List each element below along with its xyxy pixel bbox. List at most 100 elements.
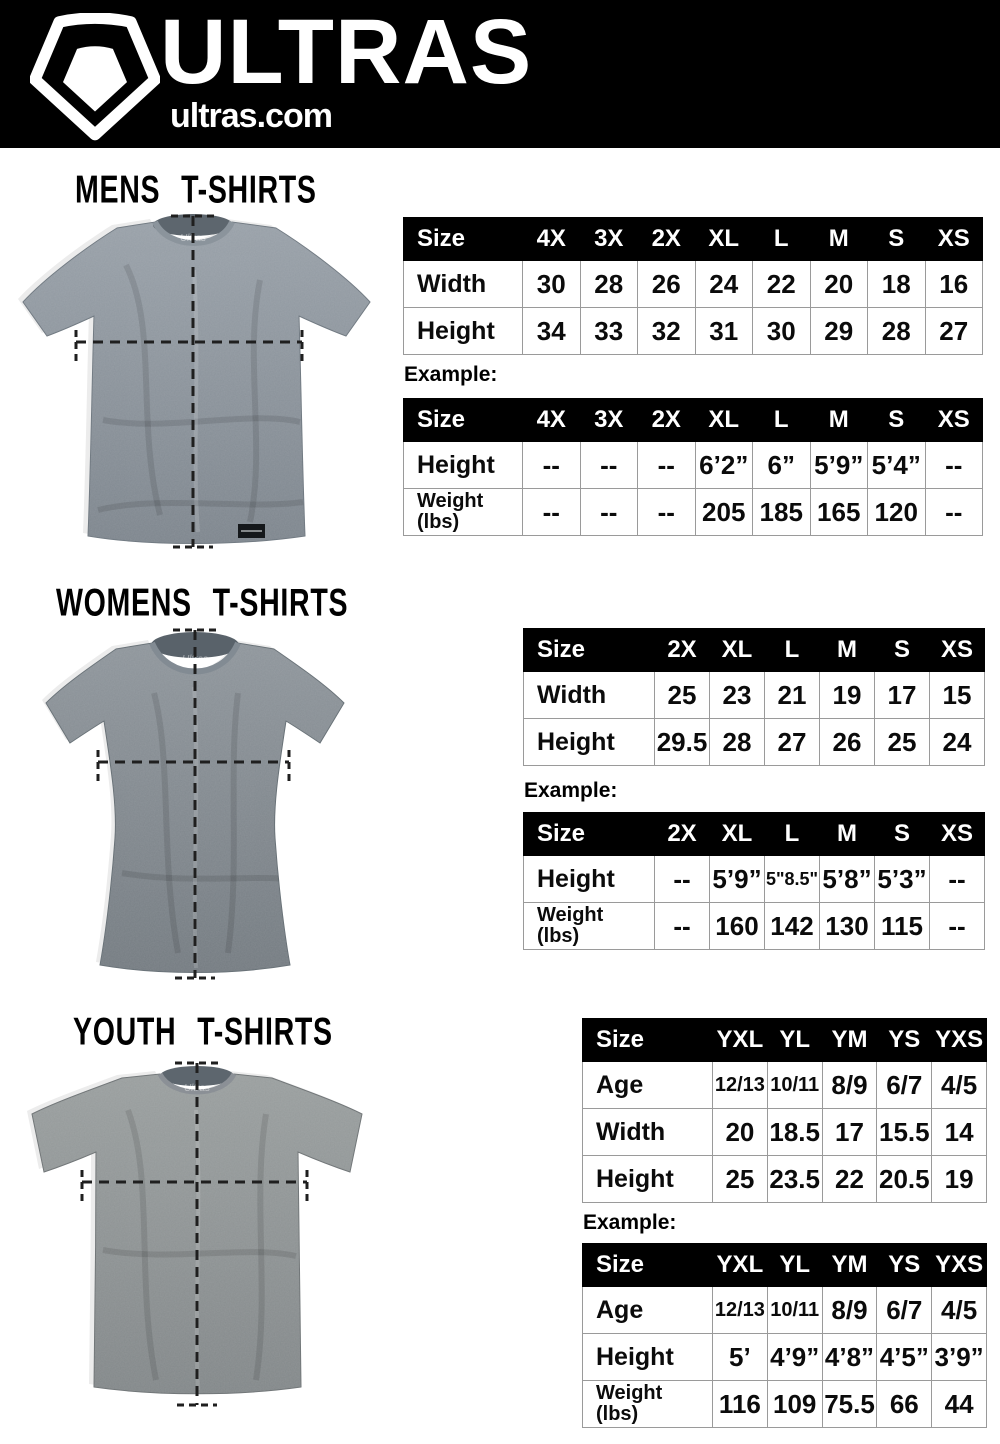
mens-example-table: Size 4X 3X 2X XL L M S XS Height -- -- -- 6’2” 6” 5’9” 5… xyxy=(403,398,983,536)
column-header: YS xyxy=(876,1243,933,1287)
cell-value: 22 xyxy=(821,1155,878,1203)
table-row: Height 34 33 32 31 30 29 28 27 xyxy=(403,307,983,355)
brand-wordmark: ULTRAS xyxy=(160,1,533,103)
cell-value: 6’2” xyxy=(694,441,753,489)
cell-value: 6/7 xyxy=(876,1286,933,1334)
column-header: S xyxy=(867,217,926,261)
cell-value: 109 xyxy=(766,1380,823,1428)
cell-value: 142 xyxy=(764,902,820,950)
table-row: Width 20 18.5 17 15.5 14 xyxy=(582,1108,987,1156)
cell-value: 8/9 xyxy=(821,1286,878,1334)
cell-value: 130 xyxy=(819,902,875,950)
cell-value: 23 xyxy=(709,671,765,719)
cell-value: 16 xyxy=(924,260,983,308)
section-title-youth: YOUTH T-SHIRTS xyxy=(73,1009,333,1053)
cell-value: 28 xyxy=(579,260,638,308)
column-header: YL xyxy=(766,1243,823,1287)
column-header: M xyxy=(819,812,875,856)
row-label: Height xyxy=(403,307,523,355)
cell-value: 22 xyxy=(752,260,811,308)
section-title-womens: WOMENS T-SHIRTS xyxy=(56,580,349,624)
column-header: L xyxy=(752,217,811,261)
cell-value: 5’8” xyxy=(819,855,875,903)
cell-value: 30 xyxy=(752,307,811,355)
cell-value: 10/11 xyxy=(766,1061,823,1109)
mens-size-table-grid: Size 4X 3X 2X XL L M S XS Width 30 28 26 24 22 20 18 16 He… xyxy=(403,217,983,355)
youth-tshirt-image: Ultras xyxy=(27,1061,363,1407)
cell-value: -- xyxy=(579,488,638,536)
row-label: Width xyxy=(523,671,655,719)
column-header: L xyxy=(752,398,811,442)
section-title-mens: MENS T-SHIRTS xyxy=(75,167,317,211)
header-bar: ULTRAS ultras.com xyxy=(0,0,1000,148)
cell-value: 25 xyxy=(874,718,930,766)
cell-value: 27 xyxy=(764,718,820,766)
cell-value: 18.5 xyxy=(766,1108,823,1156)
column-header: YS xyxy=(876,1018,933,1062)
youth-example-table: Size YXL YL YM YS YXS Age 12/13 10/11 8/9 6/7 4/5 He… xyxy=(582,1243,987,1428)
column-header: M xyxy=(809,217,868,261)
column-header: 2X xyxy=(654,812,710,856)
cell-value: 18 xyxy=(867,260,926,308)
cell-value: -- xyxy=(522,441,581,489)
cell-value: 116 xyxy=(712,1380,768,1428)
cell-value: 27 xyxy=(924,307,983,355)
table-row: Height -- -- -- 6’2” 6” 5’9” 5’4” -- xyxy=(403,441,983,489)
cell-value: -- xyxy=(637,488,696,536)
row-label: Width xyxy=(403,260,523,308)
cell-value: 24 xyxy=(694,260,753,308)
column-header: 4X xyxy=(522,217,581,261)
cell-value: 29 xyxy=(809,307,868,355)
cell-value: -- xyxy=(924,441,983,489)
cell-value: 21 xyxy=(764,671,820,719)
column-header: 2X xyxy=(654,628,710,672)
cell-value: 20 xyxy=(712,1108,768,1156)
cell-value: 15.5 xyxy=(876,1108,933,1156)
cell-value: 115 xyxy=(874,902,930,950)
column-header: YXS xyxy=(931,1243,987,1287)
column-header-size: Size xyxy=(523,812,655,856)
cell-value: 4’8” xyxy=(821,1333,878,1381)
column-header: XS xyxy=(929,812,985,856)
row-label: Height xyxy=(523,855,655,903)
cell-value: -- xyxy=(929,855,985,903)
cell-value: 25 xyxy=(712,1155,768,1203)
mens-tshirt-image: Ultras xyxy=(18,214,371,549)
column-header: 3X xyxy=(579,398,638,442)
cell-value: 26 xyxy=(637,260,696,308)
mens-size-table: Size 4X 3X 2X XL L M S XS Width 30 28 26 24 22 20 18 16 He… xyxy=(403,217,983,355)
cell-value: -- xyxy=(637,441,696,489)
cell-value: -- xyxy=(522,488,581,536)
cell-value: 66 xyxy=(876,1380,933,1428)
column-header: YM xyxy=(821,1243,878,1287)
cell-value: 17 xyxy=(874,671,930,719)
cell-value: -- xyxy=(579,441,638,489)
column-header: S xyxy=(867,398,926,442)
row-label: Age xyxy=(582,1061,713,1109)
womens-example-table-grid: Size 2X XL L M S XS Height -- 5’9” 5"8.5" 5’8” 5’3” -… xyxy=(523,812,985,950)
table-row: Height 25 23.5 22 20.5 19 xyxy=(582,1155,987,1203)
cell-value: 10/11 xyxy=(766,1286,823,1334)
cell-value: 31 xyxy=(694,307,753,355)
cell-value: 5’9” xyxy=(709,855,765,903)
cell-value: 14 xyxy=(931,1108,987,1156)
cell-value: 4/5 xyxy=(931,1286,987,1334)
column-header: XS xyxy=(924,398,983,442)
measurement-lines xyxy=(96,628,291,980)
column-header: 3X xyxy=(579,217,638,261)
cell-value: 4’9” xyxy=(766,1333,823,1381)
table-row: Height 5’ 4’9” 4’8” 4’5” 3’9” xyxy=(582,1333,987,1381)
cell-value: 12/13 xyxy=(712,1286,768,1334)
mens-example-table-grid: Size 4X 3X 2X XL L M S XS Height -- -- -- 6’2” 6” 5’9” 5… xyxy=(403,398,983,536)
row-label: Height xyxy=(582,1333,713,1381)
column-header-size: Size xyxy=(582,1018,713,1062)
column-header: YXS xyxy=(931,1018,987,1062)
cell-value: -- xyxy=(924,488,983,536)
column-header: YM xyxy=(821,1018,878,1062)
table-row: Age 12/13 10/11 8/9 6/7 4/5 xyxy=(582,1286,987,1334)
column-header: XL xyxy=(709,812,765,856)
womens-size-table: Size 2X XL L M S XS Width 25 23 21 19 17 15 Height 29.5… xyxy=(523,628,985,766)
column-header: 4X xyxy=(522,398,581,442)
cell-value: 3’9” xyxy=(931,1333,987,1381)
